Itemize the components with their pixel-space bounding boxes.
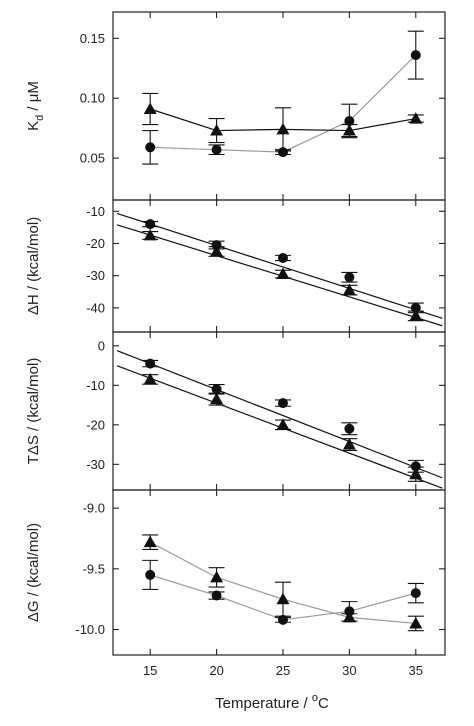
panel-3: 0 -10 -20 -30 TΔS / (kcal/mol) — [25, 331, 446, 491]
data-point-circle — [277, 147, 288, 158]
data-point-circle — [277, 252, 288, 263]
data-point-circle — [145, 142, 156, 153]
panel-frame — [112, 11, 446, 201]
y-tick-label: -10.0 — [75, 622, 105, 637]
y-tick-label: -10 — [86, 378, 105, 393]
data-point-circle — [344, 115, 355, 126]
data-point-triangle — [342, 438, 356, 450]
data-point-triangle — [276, 592, 290, 605]
data-point-circle — [410, 461, 421, 472]
data-point-circle — [344, 272, 355, 283]
data-point-triangle — [276, 267, 290, 280]
y-tick-label: -40 — [86, 300, 105, 315]
y-tick-label: -9.0 — [83, 501, 105, 516]
data-point-triangle — [276, 122, 290, 135]
x-axis-title-main: Temperature / — [215, 695, 312, 712]
y-axis-title-main: K — [25, 121, 42, 131]
data-point-circle — [211, 144, 222, 155]
data-point-circle — [277, 614, 288, 625]
data-point-triangle — [143, 102, 157, 114]
y-axis-title: ΔG / (kcal/mol) — [25, 523, 42, 622]
fit-line — [116, 212, 443, 319]
x-tick-label: 15 — [143, 663, 157, 678]
x-tick-label: 35 — [409, 663, 423, 678]
panel-frame — [112, 331, 446, 491]
data-point-triangle — [143, 228, 157, 241]
series-triangle — [116, 224, 443, 327]
series-triangle — [142, 92, 424, 152]
data-point-triangle — [342, 124, 356, 136]
data-point-triangle — [143, 535, 157, 548]
data-point-triangle — [342, 610, 356, 623]
data-point-circle — [211, 590, 222, 601]
data-point-circle — [410, 302, 421, 313]
y-tick-label: 0.05 — [80, 151, 105, 166]
x-axis-title: Temperature / oC — [215, 692, 329, 712]
y-tick-label: -10 — [86, 204, 105, 219]
data-point-circle — [211, 384, 222, 395]
data-point-circle — [410, 50, 421, 61]
data-point-triangle — [276, 418, 290, 430]
data-point-triangle — [409, 467, 423, 480]
x-tick-label: 25 — [276, 663, 290, 678]
y-tick-label: -30 — [86, 457, 105, 472]
y-axis-title: ΔH / (kcal/mol) — [25, 217, 42, 315]
data-point-triangle — [210, 124, 224, 136]
data-point-triangle — [210, 245, 224, 257]
y-axis-title: Kd / μM — [25, 81, 46, 131]
data-point-triangle — [342, 283, 356, 296]
y-tick-label: 0 — [98, 338, 105, 353]
series-triangle — [142, 534, 424, 632]
x-axis-title-superscript: o — [312, 692, 318, 704]
x-tick-label: 20 — [209, 663, 223, 678]
x-tick-label: 30 — [342, 663, 356, 678]
series-circle — [116, 212, 443, 319]
data-point-circle — [277, 398, 288, 409]
data-point-triangle — [143, 372, 157, 385]
y-tick-label: 0.15 — [80, 31, 105, 46]
y-tick-label: -9.5 — [83, 561, 105, 576]
y-axis-title: TΔS / (kcal/mol) — [25, 358, 42, 465]
panel-4: -9.0 -9.5 -10.0 ΔG / (kcal/mol) — [25, 489, 446, 656]
y-axis-title-subscript: d — [34, 115, 46, 121]
data-point-circle — [145, 358, 156, 369]
fit-line — [116, 350, 443, 479]
data-point-circle — [344, 423, 355, 434]
series-circle — [142, 30, 424, 165]
y-tick-label: 0.10 — [80, 91, 105, 106]
data-point-triangle — [409, 112, 423, 124]
y-axis-title-unit: / μM — [25, 81, 42, 115]
panel-1: 0.05 0.10 0.15 Kd / μM — [25, 11, 446, 201]
y-tick-label: -20 — [86, 417, 105, 432]
data-point-triangle — [409, 616, 423, 629]
panel-2: -10 -20 -30 -40 ΔH / (kcal/mol) — [25, 199, 446, 333]
y-tick-label: -20 — [86, 236, 105, 251]
series-triangle — [116, 365, 443, 489]
data-point-circle — [145, 569, 156, 580]
data-point-triangle — [210, 570, 224, 583]
data-point-triangle — [210, 392, 224, 405]
data-point-circle — [410, 588, 421, 599]
y-tick-label: -30 — [86, 268, 105, 283]
data-point-circle — [145, 219, 156, 230]
panel-frame — [112, 489, 446, 656]
data-point-triangle — [409, 309, 423, 321]
x-axis-title-unit: C — [318, 695, 329, 712]
series-circle — [116, 350, 443, 479]
